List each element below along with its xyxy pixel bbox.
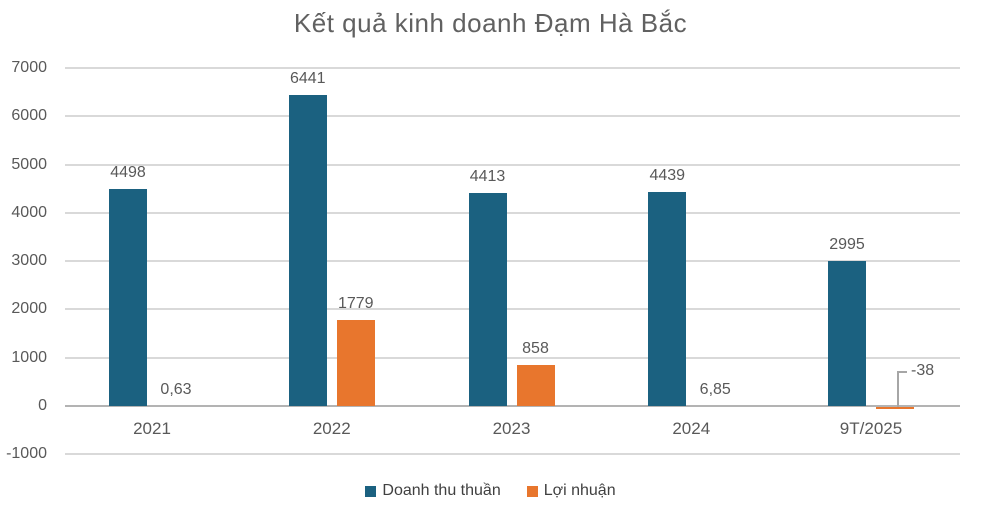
gridline — [65, 115, 960, 118]
data-label-revenue-bar-2022: 6441 — [289, 69, 326, 87]
data-label-profit-bar-2024: 6,85 — [699, 380, 731, 398]
y-axis-tick-label: -1000 — [6, 445, 47, 463]
y-axis-tick-label: 5000 — [11, 155, 47, 173]
category-label-9T/2025: 9T/2025 — [839, 419, 903, 438]
y-axis-tick-label: 0 — [38, 397, 47, 414]
legend-label-profit: Lợi nhuận — [543, 482, 616, 499]
y-axis-tick-label: 3000 — [11, 252, 47, 270]
leader-line-vertical — [897, 371, 899, 407]
profit-bar-2023 — [516, 364, 555, 406]
revenue-bar-2024 — [648, 191, 687, 406]
y-axis-tick-label: 4000 — [11, 203, 47, 221]
gridline — [65, 67, 960, 69]
legend-label-revenue: Doanh thu thuần — [382, 482, 501, 499]
data-label-profit-bar-2021: 0,63 — [160, 380, 192, 398]
data-label-revenue-bar-9T/2025: 2995 — [829, 236, 865, 254]
y-axis-tick-label: 2000 — [11, 300, 47, 318]
chart-legend: Doanh thu thuần Lợi nhuận — [0, 482, 981, 500]
data-label-revenue-bar-2024: 4439 — [649, 166, 686, 184]
legend-swatch-revenue — [365, 485, 377, 497]
legend-item-profit: Lợi nhuận — [526, 482, 616, 500]
data-label-revenue-bar-2021: 4498 — [110, 163, 146, 181]
y-axis-tick-label: 7000 — [11, 59, 47, 76]
revenue-bar-2023 — [468, 192, 507, 406]
data-label-profit-bar-9T/2025: -38 — [911, 362, 935, 379]
revenue-bar-9T/2025 — [828, 261, 866, 406]
data-label-profit-bar-2023: 858 — [522, 339, 549, 357]
chart-title: Kết quả kinh doanh Đạm Hà Bắc — [293, 8, 688, 38]
revenue-bar-2022 — [288, 94, 327, 406]
legend-swatch-profit — [526, 485, 538, 497]
y-axis-tick-label: 6000 — [11, 107, 47, 125]
category-label-2024: 2024 — [672, 419, 711, 438]
gridline — [65, 308, 960, 311]
gridline — [65, 260, 960, 263]
category-label-2022: 2022 — [312, 419, 351, 438]
data-label-revenue-bar-2023: 4413 — [469, 167, 506, 185]
data-label-profit-bar-2022: 1779 — [337, 295, 374, 313]
gridline — [65, 453, 960, 456]
category-label-2021: 2021 — [133, 419, 171, 438]
legend-item-revenue: Doanh thu thuần — [365, 482, 501, 500]
profit-bar-9T/2025 — [876, 406, 914, 409]
revenue-bar-2021 — [109, 188, 147, 406]
y-axis-tick-label: 1000 — [11, 348, 47, 366]
leader-line-horizontal — [897, 371, 907, 373]
zero-axis-line — [65, 405, 960, 407]
category-label-2023: 2023 — [492, 419, 531, 438]
gridline — [65, 211, 960, 214]
gridline — [65, 356, 960, 359]
profit-bar-2022 — [336, 320, 375, 406]
gridline — [65, 163, 960, 166]
